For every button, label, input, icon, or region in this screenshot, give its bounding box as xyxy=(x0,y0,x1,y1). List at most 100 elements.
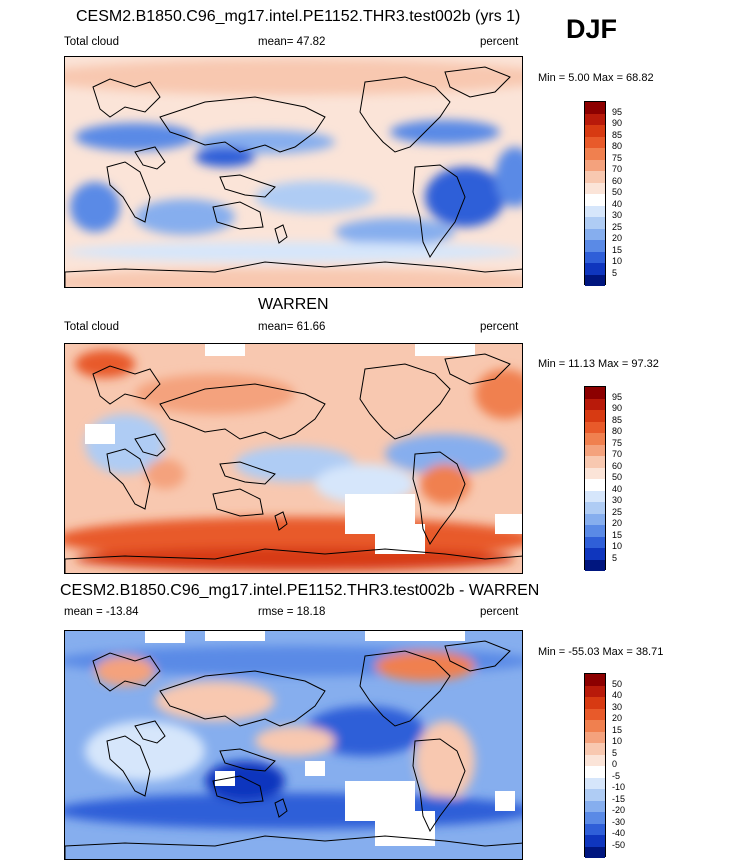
missing-data-patch xyxy=(495,791,515,811)
colorbar-segment xyxy=(585,835,605,847)
colorbar-segment xyxy=(585,467,605,479)
coastline xyxy=(106,161,151,223)
colorbar-segment xyxy=(585,720,605,732)
colorbar-segment xyxy=(585,251,605,263)
colorbar-segment xyxy=(585,766,605,778)
colorbar-tick-label: -5 xyxy=(612,770,621,781)
colorbar-segment xyxy=(585,182,605,194)
colorbar-tick-label: 25 xyxy=(612,221,623,232)
colorbar-segment xyxy=(585,559,605,571)
colorbar-tick-label: 20 xyxy=(612,713,623,723)
colorbar-segment xyxy=(585,159,605,171)
coastline xyxy=(444,66,511,98)
field-region xyxy=(65,268,522,287)
colorbar-tick-label: 30 xyxy=(612,495,623,505)
colorbar-tick-label: 90 xyxy=(612,403,623,413)
colorbar-segment xyxy=(585,240,605,252)
colorbar-tick-label: 10 xyxy=(612,736,623,746)
colorbar-segment xyxy=(585,536,605,548)
field-region xyxy=(135,374,295,414)
coastline xyxy=(92,365,161,405)
field-region xyxy=(255,181,375,213)
colorbar-segment xyxy=(585,113,605,125)
coastline xyxy=(274,798,288,818)
field-region xyxy=(75,123,195,151)
field-region xyxy=(65,793,522,829)
panel3-colorbar xyxy=(584,673,606,858)
panel2-map xyxy=(64,343,523,574)
colorbar-tick-label: 30 xyxy=(612,210,623,220)
colorbar-tick-label: -30 xyxy=(612,816,626,827)
colorbar-segment xyxy=(585,789,605,801)
panel1-mean: mean= 47.82 xyxy=(258,36,326,48)
field-region xyxy=(65,242,522,262)
colorbar-segment xyxy=(585,525,605,537)
field-layer xyxy=(65,646,522,829)
field-region xyxy=(375,651,475,681)
colorbar-tick-label: 5 xyxy=(612,552,618,563)
coastline xyxy=(159,96,326,153)
colorbar-segment xyxy=(585,444,605,456)
missing-data-patch xyxy=(415,344,475,356)
coastlines xyxy=(65,353,522,573)
panel2-colorbar xyxy=(584,386,606,571)
colorbar-segment xyxy=(585,754,605,766)
missing-data-patch xyxy=(205,631,265,641)
colorbar-segment xyxy=(585,490,605,502)
coastline xyxy=(219,461,276,485)
colorbar-segment xyxy=(585,148,605,160)
colorbar-tick-label: 60 xyxy=(612,460,623,471)
colorbar-tick-label: 75 xyxy=(612,437,623,448)
panel2-mean: mean= 61.66 xyxy=(258,321,326,333)
panel3-minmax: Min = -55.03 Max = 38.71 xyxy=(538,646,664,658)
missing-data-patch xyxy=(375,811,435,846)
colorbar-tick-label: 60 xyxy=(612,175,623,186)
colorbar-tick-label: 25 xyxy=(612,506,623,517)
field-region xyxy=(495,147,522,207)
colorbar-tick-label: 70 xyxy=(612,449,623,459)
colorbar-segment xyxy=(585,205,605,217)
coastline xyxy=(106,448,151,510)
coastline xyxy=(134,720,166,744)
field-region xyxy=(335,218,455,246)
colorbar-segment xyxy=(585,171,605,183)
field-region xyxy=(85,721,205,781)
colorbar-segment xyxy=(585,263,605,275)
colorbar-segment xyxy=(585,800,605,812)
coastline xyxy=(65,835,522,859)
colorbar-segment xyxy=(585,812,605,824)
panel1-minmax: Min = 5.00 Max = 68.82 xyxy=(538,72,654,84)
colorbar-tick-label: 75 xyxy=(612,152,623,163)
colorbar-segment xyxy=(585,194,605,206)
colorbar-segment xyxy=(585,102,605,114)
colorbar-segment xyxy=(585,777,605,789)
missing-data-patch xyxy=(495,514,522,534)
coastline xyxy=(219,174,276,198)
field-region xyxy=(415,721,475,801)
colorbar-tick-label: -50 xyxy=(612,839,626,850)
missing-data-patch xyxy=(85,424,115,444)
colorbar-tick-label: 80 xyxy=(612,426,623,436)
coastline xyxy=(412,451,466,546)
missing-data-patch xyxy=(205,344,245,356)
colorbar-segment xyxy=(585,217,605,229)
coastline xyxy=(444,353,511,385)
field-layer xyxy=(65,59,522,287)
field-region xyxy=(75,350,135,378)
colorbar-tick-label: 10 xyxy=(612,256,623,266)
missing-data-patch xyxy=(145,631,185,643)
colorbar-segment xyxy=(585,136,605,148)
field-region xyxy=(70,182,120,232)
map-canvas xyxy=(65,631,522,859)
colorbar-segment xyxy=(585,846,605,858)
coastline xyxy=(92,652,161,692)
coastline xyxy=(359,650,451,727)
colorbar-tick-label: 15 xyxy=(612,724,623,735)
colorbar-tick-label: 40 xyxy=(612,198,623,209)
field-region xyxy=(390,120,500,144)
field-region xyxy=(420,464,470,504)
colorbar-tick-label: 50 xyxy=(612,678,623,689)
colorbar-segment xyxy=(585,513,605,525)
colorbar-segment xyxy=(585,548,605,560)
field-region xyxy=(135,199,235,235)
